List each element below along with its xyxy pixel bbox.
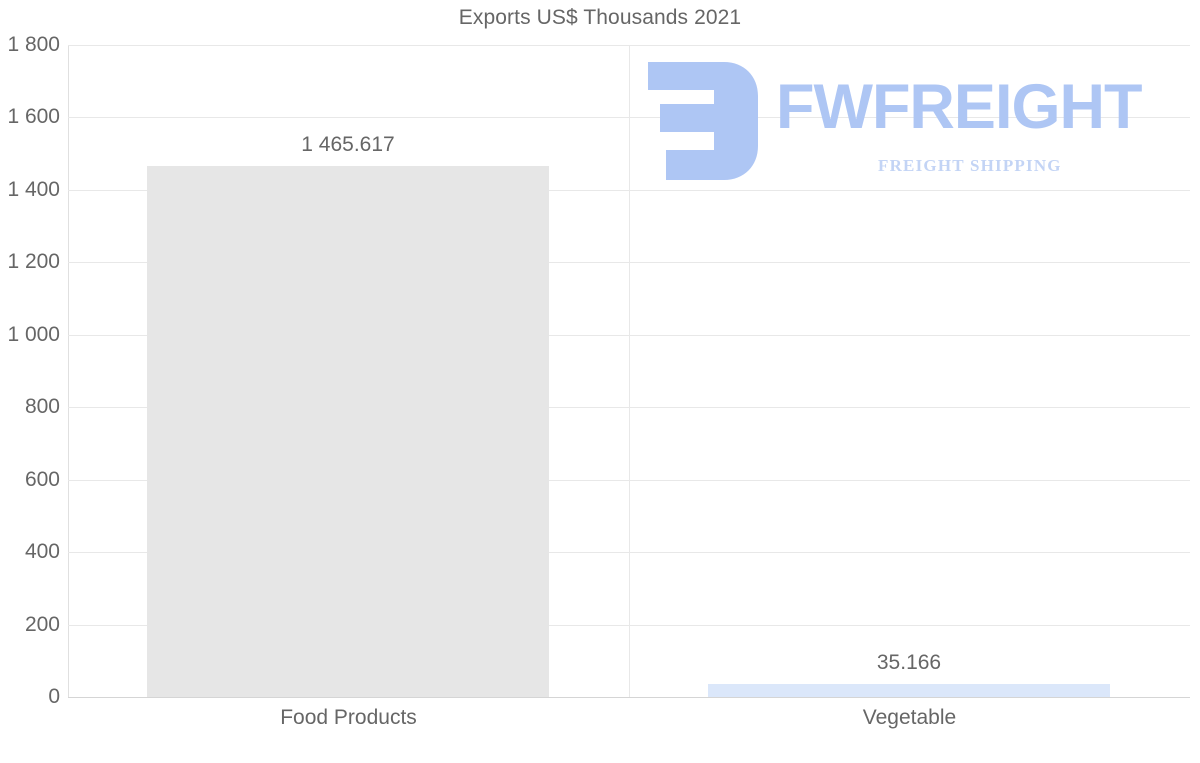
y-axis-tick-label: 600	[24, 468, 60, 491]
y-axis-tick-label: 1 000	[7, 323, 60, 346]
y-axis-tick-label: 800	[24, 395, 60, 418]
bar-value-label: 1 465.617	[301, 133, 395, 156]
y-axis-tick-label: 1 400	[7, 178, 60, 201]
bar[interactable]	[147, 166, 549, 697]
y-axis-line	[68, 45, 69, 697]
bar-value-label: 35.166	[876, 651, 942, 674]
plot-area: 1 465.617 35.166	[68, 45, 1190, 698]
bar[interactable]	[708, 684, 1110, 697]
y-axis-tick-labels: 0 200 400 600 800 1 000 1 200 1 400 1 600 1 800	[0, 33, 60, 708]
x-axis-category-label: Food Products	[280, 706, 417, 729]
gridline	[68, 697, 1190, 698]
x-axis-category-label: Vegetable	[862, 706, 957, 729]
category-separator-gridline	[629, 45, 630, 697]
y-axis-tick-label: 1 800	[7, 33, 60, 56]
y-axis-tick-label: 200	[24, 613, 60, 636]
chart-title: Exports US$ Thousands 2021	[458, 6, 742, 29]
y-axis-tick-label: 1 600	[7, 105, 60, 128]
y-axis-tick-label: 400	[24, 540, 60, 563]
y-axis-tick-label: 0	[48, 685, 60, 708]
y-axis-tick-label: 1 200	[7, 250, 60, 273]
